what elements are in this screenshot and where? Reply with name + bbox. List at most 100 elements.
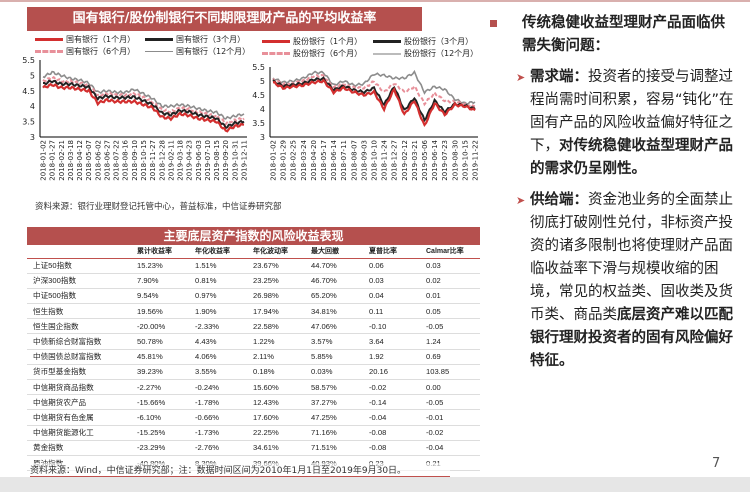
x-tick-label: 2019-03-18 bbox=[177, 140, 185, 181]
y-tick-label: 5 bbox=[260, 77, 265, 86]
x-tick-label: 2018-08-07 bbox=[350, 140, 358, 181]
table-cell: 65.20% bbox=[311, 288, 369, 305]
table-cell: 12.43% bbox=[253, 394, 311, 411]
y-tick-label: 3 bbox=[30, 133, 35, 142]
table-cell: 22.58% bbox=[253, 318, 311, 335]
row-label: 中证500指数 bbox=[27, 288, 137, 305]
table-row: 中债新综合财富指数 50.78% 4.43% 1.22% 3.57% 3.64 1.24 bbox=[27, 333, 480, 350]
table-cell: 9.54% bbox=[137, 288, 195, 305]
table-cell: 20.16 bbox=[369, 364, 426, 381]
table-cell: 1.51% bbox=[195, 258, 253, 274]
table-row: 中证500指数 9.54% 0.97% 26.98% 65.20% 0.04 0.01 bbox=[27, 288, 480, 305]
table-row: 恒生国企指数 -20.00% -2.33% 22.58% 47.06% -0.10 -0.0… bbox=[27, 318, 480, 335]
x-tick-label: 2018-02-21 bbox=[58, 140, 66, 181]
table-row: 上证50指数 15.23% 1.51% 23.67% 44.70% 0.06 0.03 bbox=[27, 258, 480, 274]
table-cell: -2.76% bbox=[195, 440, 253, 456]
row-label: 中信期货商品指数 bbox=[27, 379, 137, 396]
summary-text: 传统稳健收益型理财产品面临供需失衡问题： ➤ 需求端：投资者的接受与调整过程尚需时… bbox=[490, 12, 735, 373]
table-cell: 0.18% bbox=[253, 364, 311, 381]
table-cell: -0.10 bbox=[369, 318, 426, 335]
table-cell: 5.85% bbox=[311, 349, 369, 365]
y-tick-label: 4 bbox=[30, 102, 35, 111]
table-row: 中信期货能源化工 -15.25% -1.73% 22.25% 71.16% -0.08 -0… bbox=[27, 425, 480, 441]
series-line bbox=[272, 76, 476, 123]
x-tick-label: 2019-07-10 bbox=[204, 140, 212, 181]
table-cell: 3.57% bbox=[311, 333, 369, 350]
table-cell: 0.02 bbox=[426, 273, 480, 289]
table-cell: 15.23% bbox=[137, 258, 195, 274]
x-tick-label: 2018-01-27 bbox=[49, 140, 57, 181]
x-tick-label: 2018-06-14 bbox=[330, 139, 338, 180]
x-tick-label: 2018-01-02 bbox=[40, 140, 48, 181]
column-header: Calmar比率 bbox=[426, 245, 480, 259]
legend-item: 国有银行（3个月） bbox=[145, 34, 245, 45]
table-cell: 0.97% bbox=[195, 288, 253, 305]
chart-title: 国有银行/股份制银行不同期限理财产品的平均收益率 bbox=[27, 7, 422, 31]
y-tick-label: 5 bbox=[30, 71, 35, 80]
y-tick-label: 4 bbox=[260, 105, 265, 114]
legend-item: 股份银行（1个月） bbox=[262, 36, 362, 47]
legend-item: 股份银行（12个月） bbox=[373, 48, 478, 59]
arrow-bullet-icon: ➤ bbox=[516, 194, 526, 207]
series-line bbox=[43, 79, 245, 130]
series-line bbox=[272, 69, 476, 105]
table-cell: -6.10% bbox=[137, 409, 195, 426]
table-row: 沪深300指数 7.90% 0.81% 23.25% 46.70% 0.03 0.02 bbox=[27, 273, 480, 289]
row-label: 中信期货能源化工 bbox=[27, 425, 137, 441]
table-cell: 1.90% bbox=[195, 303, 253, 320]
arrow-bullet-icon: ➤ bbox=[516, 71, 526, 84]
table-cell: 26.98% bbox=[253, 288, 311, 305]
x-tick-label: 2019-04-23 bbox=[186, 140, 194, 181]
y-tick-label: 3.5 bbox=[22, 118, 35, 127]
x-tick-label: 2018-01-29 bbox=[280, 140, 288, 181]
chart-source: 资料来源：银行业理财登记托管中心，普益标准，中信证券研究部 bbox=[35, 202, 282, 212]
table-cell: 0.03 bbox=[426, 258, 480, 274]
series-line bbox=[272, 78, 476, 127]
table-cell: 0.04 bbox=[369, 288, 426, 305]
table-row: 中信期货有色金属 -6.10% -0.66% 17.60% 47.25% -0.04 -0.… bbox=[27, 409, 480, 426]
table-cell: -0.04 bbox=[426, 440, 480, 456]
x-tick-label: 2018-07-11 bbox=[340, 140, 348, 181]
x-tick-label: 2018-12-28 bbox=[158, 140, 166, 181]
table-header-row: 累计收益率 年化收益率 年化波动率 最大回撤 夏普比率 Calmar比率 bbox=[27, 245, 480, 259]
x-tick-label: 2019-10-31 bbox=[231, 140, 239, 181]
table-row: 中信期货商品指数 -2.27% -0.24% 15.60% 58.57% -0.02 0.0… bbox=[27, 379, 480, 396]
square-bullet-icon bbox=[490, 20, 497, 27]
table-cell: 0.69 bbox=[426, 349, 480, 365]
table-row: 货币型基金指数 39.23% 3.55% 0.18% 0.03% 20.16 103.85 bbox=[27, 364, 480, 381]
x-tick-label: 2018-06-27 bbox=[103, 140, 111, 181]
column-header bbox=[27, 245, 137, 259]
table-cell: 71.51% bbox=[311, 440, 369, 456]
table-cell: -23.29% bbox=[137, 440, 195, 456]
table-cell: -0.05 bbox=[426, 394, 480, 411]
table-cell: -15.25% bbox=[137, 425, 195, 441]
x-tick-label: 2019-06-14 bbox=[431, 139, 439, 180]
page-number: 7 bbox=[712, 456, 721, 471]
row-label: 恒生指数 bbox=[27, 303, 137, 320]
legend-item: 国有银行（12个月） bbox=[145, 46, 250, 57]
row-label: 货币型基金指数 bbox=[27, 364, 137, 381]
column-header: 年化波动率 bbox=[253, 245, 311, 259]
table-cell: -20.00% bbox=[137, 318, 195, 335]
x-tick-label: 2018-04-20 bbox=[310, 140, 318, 181]
table-cell: 1.22% bbox=[253, 333, 311, 350]
x-tick-label: 2019-02-11 bbox=[167, 140, 175, 181]
table-cell: 45.81% bbox=[137, 349, 195, 365]
table-cell: 50.78% bbox=[137, 333, 195, 350]
table-cell: 39.23% bbox=[137, 364, 195, 381]
table-cell: 23.67% bbox=[253, 258, 311, 274]
table-cell: 47.25% bbox=[311, 409, 369, 426]
x-tick-label: 2019-03-21 bbox=[411, 140, 419, 181]
table-row: 黄金指数 -23.29% -2.76% 34.61% 71.51% -0.08 -0.04 bbox=[27, 440, 480, 456]
table-cell: 2.11% bbox=[253, 349, 311, 365]
table-cell: 71.16% bbox=[311, 425, 369, 441]
supply-point: ➤ 供给端：资金池业务的全面禁止彻底打破刚性兑付，非标资产投资的诸多限制也将使理财… bbox=[490, 189, 735, 373]
table-cell: -15.66% bbox=[137, 394, 195, 411]
table-cell: -2.33% bbox=[195, 318, 253, 335]
table-cell: 0.01 bbox=[426, 288, 480, 305]
series-line bbox=[272, 73, 476, 108]
series-line bbox=[42, 70, 245, 120]
top-divider bbox=[0, 0, 750, 2]
x-tick-label: 2019-08-30 bbox=[451, 140, 459, 181]
